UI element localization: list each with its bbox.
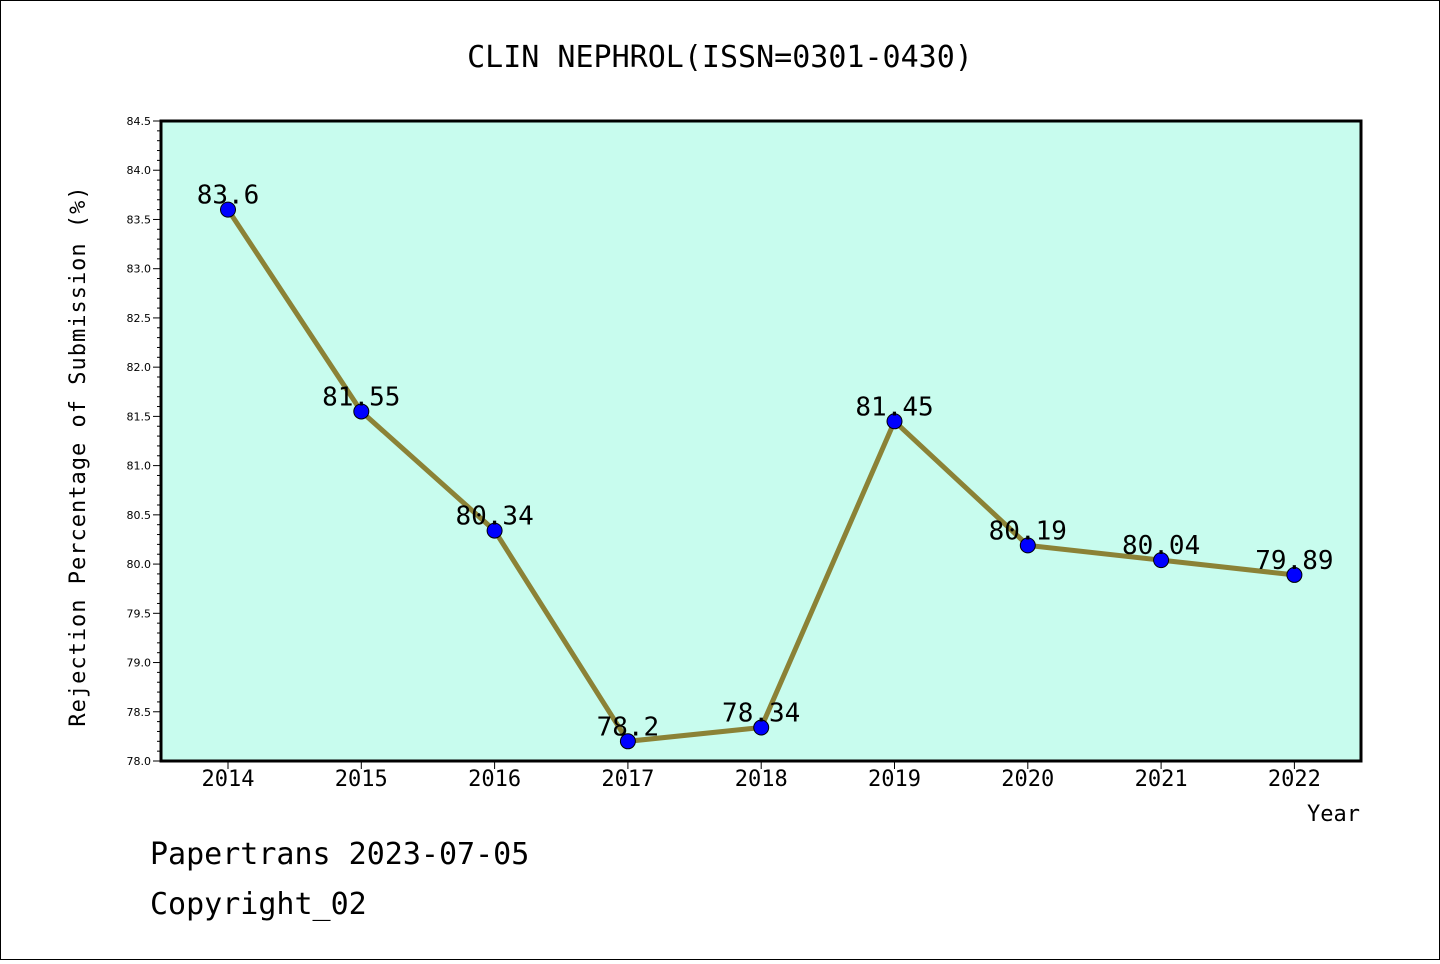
y-tick-label: 79.0 xyxy=(127,657,152,670)
y-tick-label: 83.0 xyxy=(127,263,152,276)
y-axis: 78.0 78.5 79.0 79.5 80.0 80.5 81.0 81.5 82.0 82.5… xyxy=(127,115,161,768)
x-tick-label: 2016 xyxy=(468,767,521,792)
data-point xyxy=(220,201,236,218)
footer-copyright: Copyright_02 xyxy=(150,887,367,922)
x-tick-label: 2022 xyxy=(1268,767,1321,792)
data-point xyxy=(353,403,370,420)
x-tick-label: 2014 xyxy=(202,767,255,792)
y-tick-label: 80.5 xyxy=(127,509,152,522)
x-tick-label: 2017 xyxy=(601,767,654,792)
data-point xyxy=(1019,537,1036,554)
x-tick-label: 2019 xyxy=(868,767,921,792)
x-axis: 2014 2015 2016 2017 2018 2019 2020 2021 2022 xyxy=(202,761,1321,792)
y-tick-label: 82.0 xyxy=(127,361,152,374)
x-axis-label: Year xyxy=(1307,802,1360,827)
y-tick-label: 78.0 xyxy=(127,755,152,768)
y-tick-label: 81.0 xyxy=(127,460,152,473)
x-tick-label: 2015 xyxy=(335,767,388,792)
y-tick-label: 80.0 xyxy=(127,558,152,571)
x-tick-label: 2021 xyxy=(1135,767,1188,792)
data-label: 81.45 xyxy=(855,392,933,422)
data-label: 78.34 xyxy=(722,699,800,729)
data-point xyxy=(886,413,903,430)
y-tick-label: 81.5 xyxy=(127,410,152,423)
data-label: 80.04 xyxy=(1122,531,1200,561)
y-tick-label: 79.5 xyxy=(127,607,152,620)
data-label: 81.55 xyxy=(322,382,400,412)
data-point xyxy=(753,719,770,736)
data-label: 79.89 xyxy=(1255,546,1333,576)
y-tick-label: 82.5 xyxy=(127,312,152,325)
data-point xyxy=(1153,552,1170,569)
chart-title: CLIN NEPHROL(ISSN=0301-0430) xyxy=(467,40,973,75)
plot-area xyxy=(159,119,1363,763)
data-point xyxy=(1286,566,1303,583)
y-tick-label: 84.0 xyxy=(127,164,152,177)
y-tick-label: 84.5 xyxy=(127,115,152,128)
series-layer xyxy=(220,201,1303,750)
x-tick-label: 2018 xyxy=(735,767,788,792)
data-label: 78.2 xyxy=(597,712,660,742)
data-point xyxy=(619,733,636,750)
data-label: 80.19 xyxy=(989,516,1067,546)
y-tick-label: 78.5 xyxy=(127,706,152,719)
y-tick-label: 83.5 xyxy=(127,213,152,226)
y-axis-label: Rejection Percentage of Submission (%) xyxy=(66,185,91,726)
footer-date: Papertrans 2023-07-05 xyxy=(150,837,529,872)
data-label-layer: 83.6 81.55 80.34 78.2 78.34 81.45 80.19 80.04 79… xyxy=(197,181,1334,743)
data-label: 80.34 xyxy=(455,502,533,532)
data-label: 83.6 xyxy=(197,181,260,211)
x-tick-label: 2020 xyxy=(1001,767,1054,792)
data-point xyxy=(486,522,503,539)
